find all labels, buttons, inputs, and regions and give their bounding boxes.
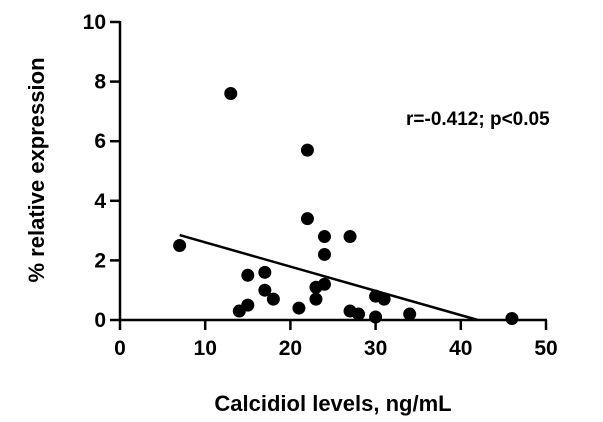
data-point [241,298,255,312]
x-tick-label: 10 [194,337,217,360]
x-tick-label: 50 [534,337,557,360]
data-point [292,301,306,315]
data-point [352,307,366,321]
x-tick-label: 0 [114,337,126,360]
y-tick-label: 4 [94,190,106,213]
data-point [317,247,331,261]
data-point [258,283,272,297]
y-tick-label: 6 [94,130,106,153]
x-axis-title: Calcidiol levels, ng/mL [214,391,451,416]
data-point [300,212,314,226]
data-point [317,230,331,244]
data-point [241,268,255,282]
y-axis: 0 2 4 6 8 10 [83,11,122,332]
data-point [300,143,314,157]
x-tick-label: 40 [449,337,472,360]
x-axis: 0 10 20 30 40 50 [114,318,558,360]
data-point [403,307,417,321]
x-tick-label: 20 [279,337,302,360]
data-point [258,265,272,279]
data-point [224,87,238,101]
x-tick-label: 30 [364,337,387,360]
trend-line [179,233,479,322]
data-point [505,312,519,326]
y-tick-label: 2 [94,249,106,272]
data-point [377,292,391,306]
y-tick-label: 10 [83,11,106,34]
y-tick-label: 8 [94,71,106,94]
data-point [173,239,187,252]
data-points [173,87,519,326]
correlation-annotation: r=-0.412; p<0.05 [406,109,550,130]
data-point [343,230,357,244]
data-point [369,310,383,324]
data-point [317,277,331,291]
data-point [266,292,280,306]
data-point [309,292,323,306]
y-axis-title: % relative expression [24,57,49,282]
y-tick-label: 0 [94,309,106,332]
